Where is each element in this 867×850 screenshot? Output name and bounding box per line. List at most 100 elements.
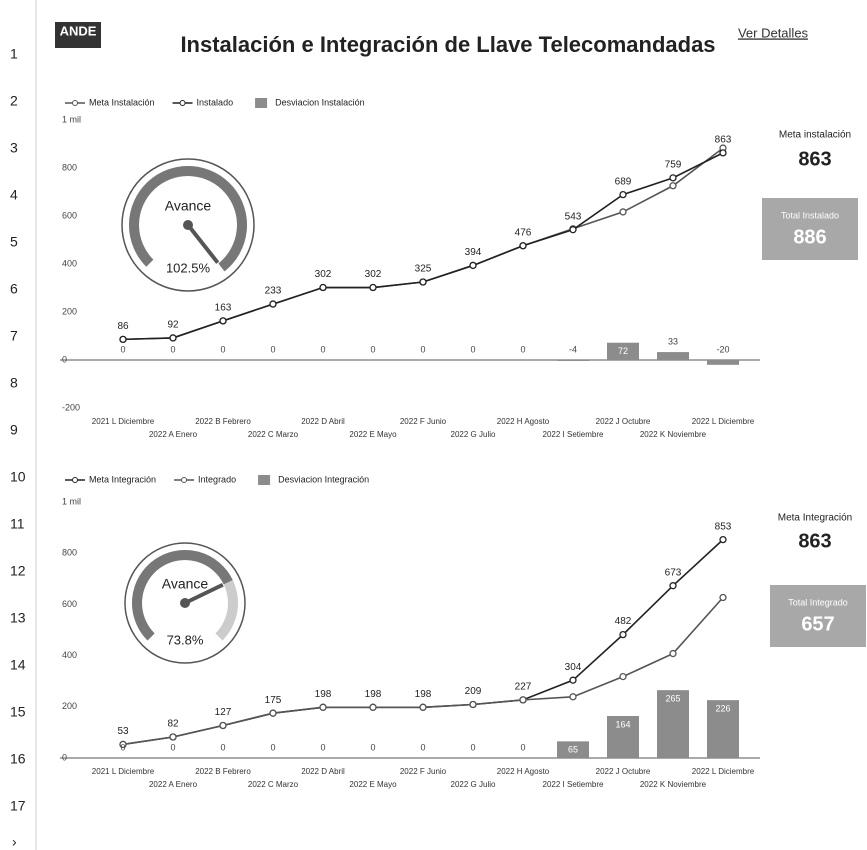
x-tick-label: 2022 G Julio xyxy=(451,780,496,789)
gauge-title: Avance xyxy=(165,198,212,214)
bar-label: 0 xyxy=(520,742,525,752)
bar-label: 0 xyxy=(220,344,225,354)
series-marker xyxy=(619,190,627,199)
series-marker xyxy=(519,242,527,250)
legend-swatch xyxy=(258,475,271,485)
bar-label: 0 xyxy=(320,344,325,354)
x-tick-label: 2022 A Enero xyxy=(149,430,198,439)
details-link[interactable]: Ver Detalles xyxy=(738,25,809,40)
data-label: 476 xyxy=(515,227,532,238)
legend-marker xyxy=(72,477,78,483)
row-number: 2 xyxy=(10,93,18,109)
series-marker xyxy=(719,593,727,602)
gauge-fill xyxy=(132,550,233,641)
x-tick-label: 2022 B Febrero xyxy=(195,767,251,776)
data-label: 325 xyxy=(415,264,432,275)
data-label: 209 xyxy=(465,686,482,697)
x-tick-label: 2022 I Setiembre xyxy=(543,780,604,789)
gauge-value: 102.5% xyxy=(166,260,211,275)
bar-label: 0 xyxy=(270,742,275,752)
y-tick-label: 400 xyxy=(62,650,77,660)
y-tick-label: -200 xyxy=(62,402,80,412)
row-number: 7 xyxy=(10,328,18,344)
y-tick-label: 200 xyxy=(62,306,77,316)
bar-label: 0 xyxy=(170,742,175,752)
bar-label: 65 xyxy=(568,745,578,755)
data-label: 82 xyxy=(167,719,179,730)
x-tick-label: 2022 H Agosto xyxy=(497,767,550,776)
bar-label: 0 xyxy=(370,344,375,354)
kpi-label: Meta instalación xyxy=(779,130,851,141)
kpi-box xyxy=(770,585,866,647)
row-number: 5 xyxy=(10,234,18,250)
y-tick-label: 600 xyxy=(62,599,77,609)
data-label: 302 xyxy=(315,269,332,280)
bar-label: 164 xyxy=(615,719,630,729)
bar xyxy=(557,360,589,361)
data-label: 127 xyxy=(215,707,232,718)
series-marker xyxy=(519,696,527,704)
x-tick-label: 2022 L Diciembre xyxy=(692,767,755,776)
row-number: 1 xyxy=(10,46,18,62)
row-number: 9 xyxy=(10,422,18,438)
bar xyxy=(607,716,639,758)
series-marker xyxy=(569,676,577,684)
kpi-value: 863 xyxy=(798,530,831,552)
row-number: 11 xyxy=(10,516,25,532)
bar-label: 72 xyxy=(618,346,628,356)
kpi-label: Meta Integración xyxy=(778,513,853,524)
expand[interactable]: › xyxy=(12,834,17,850)
legend-marker xyxy=(179,100,186,106)
series-marker xyxy=(669,182,677,190)
bar-label: 0 xyxy=(120,344,125,354)
row-number: 13 xyxy=(10,610,26,626)
x-tick-label: 2022 J Octubre xyxy=(596,767,651,776)
gauge-needle xyxy=(184,582,224,605)
row-number: 17 xyxy=(10,798,26,814)
x-tick-label: 2022 F Junio xyxy=(400,417,447,426)
y-tick-label: 0 xyxy=(62,354,67,364)
bar xyxy=(557,741,589,758)
bar xyxy=(707,700,739,758)
kpi-value: 863 xyxy=(798,148,831,170)
bar-label: 0 xyxy=(320,742,325,752)
legend-swatch xyxy=(255,98,268,108)
series-marker xyxy=(119,335,127,344)
data-label: 689 xyxy=(615,176,632,187)
series-marker xyxy=(669,582,677,590)
row-number: 8 xyxy=(10,375,18,391)
bar-label: 0 xyxy=(470,344,475,354)
x-tick-label: 2022 J Octubre xyxy=(596,417,651,426)
logo: ANDE xyxy=(60,23,97,38)
y-tick-label: 800 xyxy=(62,548,77,558)
data-label: 198 xyxy=(415,689,432,700)
data-label: 86 xyxy=(117,321,129,332)
series-marker xyxy=(419,703,427,711)
y-tick-label: 200 xyxy=(62,701,77,711)
x-tick-label: 2022 B Febrero xyxy=(195,417,251,426)
data-label: 304 xyxy=(565,662,582,673)
data-label: 163 xyxy=(215,303,232,314)
x-tick-label: 2022 E Mayo xyxy=(349,430,397,439)
series-marker xyxy=(219,721,227,730)
kpi-label: Total Integrado xyxy=(788,597,848,607)
data-label: 543 xyxy=(565,211,582,222)
series-marker xyxy=(619,208,627,216)
series-marker xyxy=(469,700,477,709)
legend-label: Desviacion Integración xyxy=(278,474,369,484)
series-marker xyxy=(569,693,577,701)
y-tick-label: 800 xyxy=(62,162,77,172)
series-marker xyxy=(619,672,627,681)
kpi-value: 657 xyxy=(801,613,834,635)
logo-box xyxy=(55,22,101,48)
legend-label: Meta Instalación xyxy=(89,97,155,107)
series-marker xyxy=(269,300,277,308)
series-marker xyxy=(719,149,727,157)
data-label: 227 xyxy=(515,682,532,693)
gauge-needle xyxy=(186,223,220,264)
data-label: 198 xyxy=(365,689,382,700)
data-label: 759 xyxy=(665,159,682,170)
y-tick-label: 600 xyxy=(62,210,77,220)
